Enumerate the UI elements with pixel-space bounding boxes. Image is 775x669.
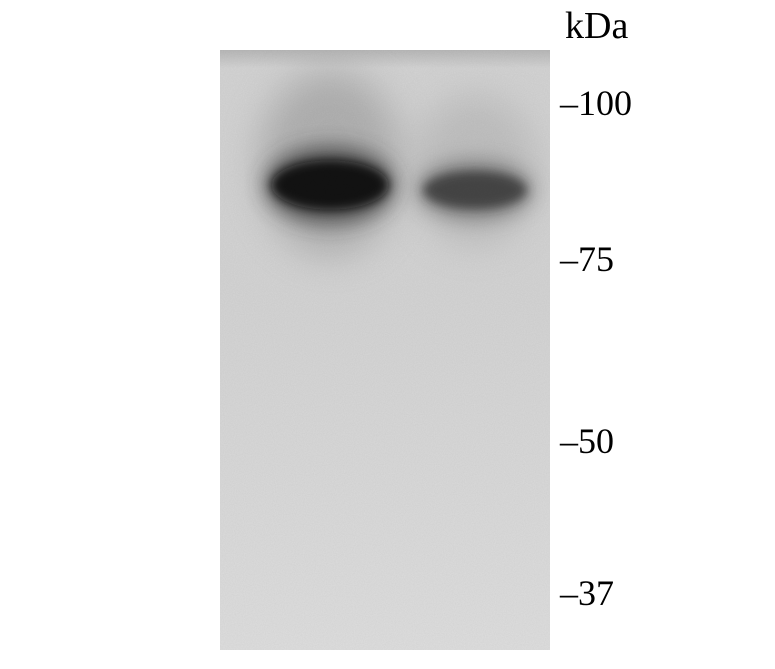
marker-100: –100 — [560, 82, 632, 124]
marker-75: –75 — [560, 238, 614, 280]
unit-label: kDa — [565, 4, 628, 48]
marker-50: –50 — [560, 420, 614, 462]
blot-svg — [220, 50, 550, 650]
marker-37: –37 — [560, 572, 614, 614]
western-blot — [220, 50, 550, 650]
grain-overlay — [220, 50, 550, 650]
